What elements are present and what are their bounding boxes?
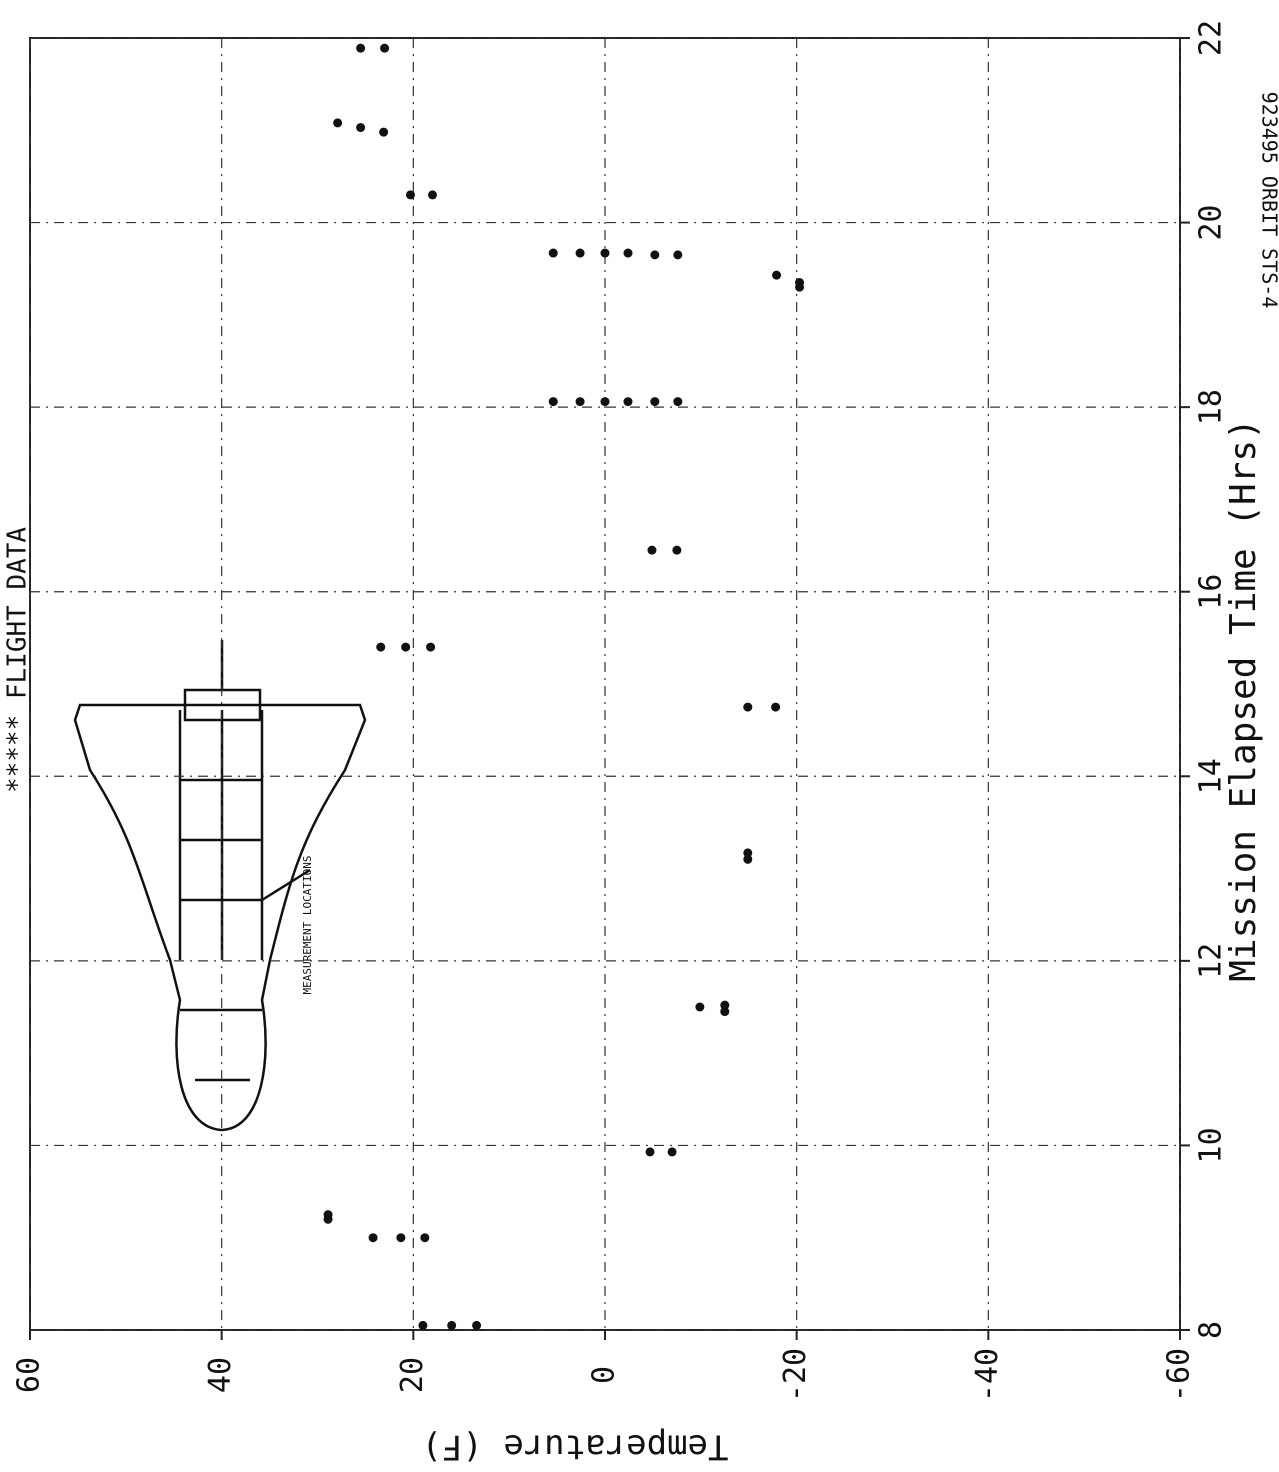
y-tick-label: 60 xyxy=(12,1357,47,1393)
x-tick-label: 16 xyxy=(1194,574,1229,610)
data-point xyxy=(600,397,610,407)
data-point xyxy=(548,248,558,258)
data-point xyxy=(772,270,782,280)
x-tick-label: 22 xyxy=(1194,20,1229,56)
y-tick-label: 40 xyxy=(203,1357,238,1393)
chart-title: ***** FLIGHT DATA xyxy=(3,527,33,793)
data-point xyxy=(720,1007,730,1017)
data-point xyxy=(673,397,683,407)
data-point xyxy=(575,397,585,407)
data-point xyxy=(356,43,366,53)
data-point xyxy=(376,642,386,652)
data-point xyxy=(673,250,683,260)
data-point xyxy=(420,1233,430,1243)
annotation: 923495 ORBIT STS-4 xyxy=(1258,92,1279,309)
data-point xyxy=(405,190,415,200)
data-point xyxy=(472,1320,482,1330)
data-point xyxy=(447,1320,457,1330)
data-point xyxy=(418,1320,428,1330)
data-point xyxy=(380,43,390,53)
x-tick-label: 18 xyxy=(1194,389,1229,425)
data-point xyxy=(575,248,585,258)
data-point xyxy=(428,190,437,200)
annotation: MEASUREMENT LOCATIONS xyxy=(301,855,314,994)
data-point xyxy=(623,248,633,258)
data-point xyxy=(743,854,753,864)
data-point xyxy=(401,642,411,652)
data-point xyxy=(650,397,660,407)
data-point xyxy=(645,1147,655,1157)
y-tick-label: -40 xyxy=(970,1348,1005,1402)
y-axis-title: Temperature (F) xyxy=(421,1427,728,1467)
data-point xyxy=(600,248,610,258)
y-tick-label: 20 xyxy=(395,1357,430,1393)
data-point xyxy=(368,1233,378,1243)
orbiter-drawing xyxy=(73,640,367,1132)
x-tick-label: 8 xyxy=(1194,1321,1229,1339)
data-point xyxy=(695,1002,705,1012)
data-point xyxy=(396,1233,406,1243)
data-point xyxy=(672,545,682,555)
data-point xyxy=(647,545,657,555)
data-point xyxy=(379,127,389,137)
data-point xyxy=(323,1210,333,1220)
x-tick-label: 10 xyxy=(1194,1127,1229,1163)
data-point xyxy=(667,1147,677,1157)
data-point xyxy=(426,642,436,652)
y-tick-label: -60 xyxy=(1162,1348,1197,1402)
x-axis-title: Mission Elapsed Time (Hrs) xyxy=(1223,418,1264,982)
data-point xyxy=(771,702,781,712)
data-point xyxy=(743,848,753,858)
data-point xyxy=(720,1000,730,1010)
data-point xyxy=(623,397,633,407)
data-point xyxy=(743,702,753,712)
data-point xyxy=(333,118,343,128)
data-point xyxy=(356,123,366,133)
y-tick-label: -20 xyxy=(778,1348,813,1402)
data-point xyxy=(548,397,558,407)
y-tick-label: 0 xyxy=(587,1366,622,1384)
x-tick-label: 12 xyxy=(1194,943,1229,979)
x-tick-label: 20 xyxy=(1194,205,1229,241)
x-tick-label: 14 xyxy=(1194,758,1229,794)
data-point xyxy=(795,282,805,292)
data-point xyxy=(650,250,660,260)
